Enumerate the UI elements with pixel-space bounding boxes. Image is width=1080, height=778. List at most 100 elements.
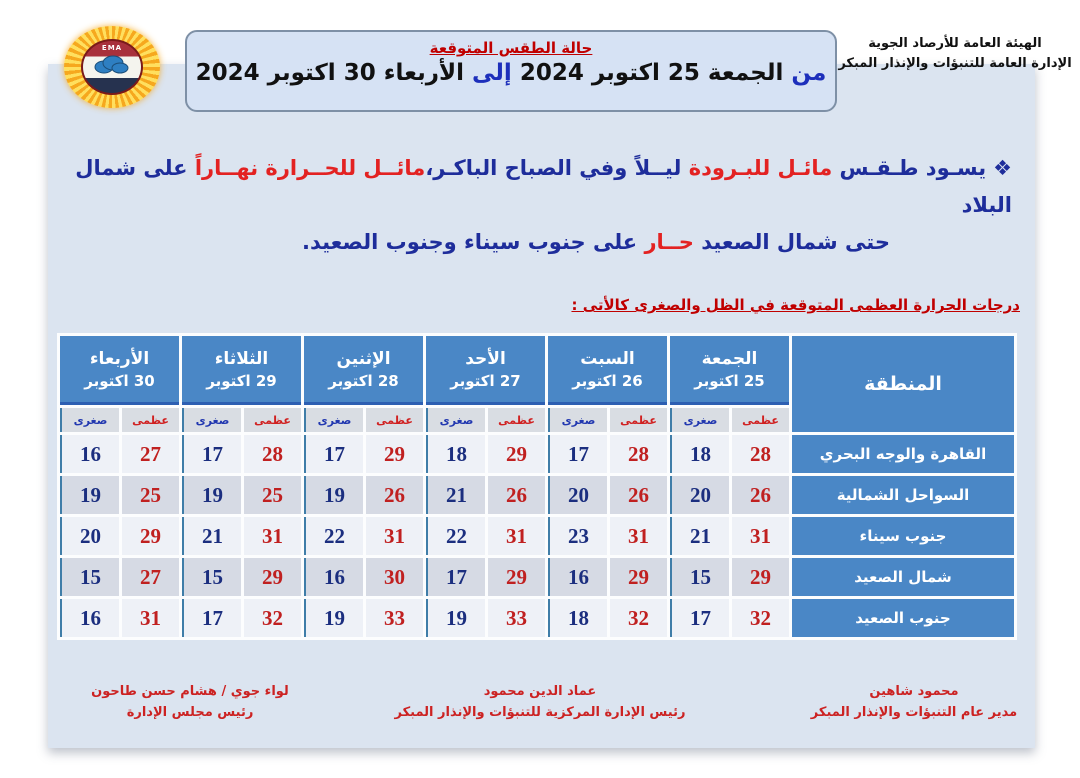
max-temp-cell: 29 (244, 558, 301, 596)
max-temp-cell: 28 (244, 435, 301, 473)
from-date: الجمعة 25 اكتوبر 2024 (519, 60, 784, 86)
notice-line2: حتى شمال الصعيد حــار على جنوب سيناء وجن… (60, 224, 1012, 261)
min-temp-cell: 17 (182, 435, 241, 473)
max-subheader: عظمى (732, 408, 789, 432)
max-temp-cell: 29 (122, 517, 179, 555)
org-line2: الإدارة العامة للتنبؤات والإنذار المبكر (838, 56, 1072, 72)
region-name-cell: شمال الصعيد (792, 558, 1014, 596)
min-temp-cell: 20 (60, 517, 119, 555)
day-header: الإثنين 28 اكتوبر (304, 336, 423, 405)
max-temp-cell: 26 (610, 476, 667, 514)
region-name-cell: جنوب سيناء (792, 517, 1014, 555)
weather-notice: ❖يسـود طـقـس مائـل للبـرودة ليــلاً وفي … (60, 150, 1012, 261)
min-temp-cell: 19 (304, 476, 363, 514)
notice-text-segment: مائــل للحــرارة نهــاراً (187, 156, 426, 180)
max-temp-cell: 33 (366, 599, 423, 637)
table-row: جنوب سيناء 31 21 31 23 31 22 31 22 31 21 29 20 (60, 517, 1014, 555)
day-header: الجمعة 25 اكتوبر (670, 336, 789, 405)
signature-name: عماد الدين محمود (483, 684, 597, 699)
max-temp-cell: 29 (610, 558, 667, 596)
day-date: 26 اكتوبر (572, 371, 643, 390)
ema-logo: EMA (64, 26, 160, 108)
org-line1: الهيئة العامة للأرصاد الجوية (868, 36, 1042, 51)
day-date: 29 اكتوبر (206, 371, 277, 390)
day-header: الأربعاء 30 اكتوبر (60, 336, 179, 405)
to-date: الأربعاء 30 اكتوبر 2024 (195, 60, 464, 86)
day-date: 25 اكتوبر (694, 371, 765, 390)
max-temp-cell: 29 (488, 558, 545, 596)
day-date: 28 اكتوبر (328, 371, 399, 390)
min-temp-cell: 16 (60, 599, 119, 637)
max-temp-cell: 25 (122, 476, 179, 514)
to-label: إلى (472, 60, 512, 86)
max-temp-cell: 28 (610, 435, 667, 473)
max-temp-cell: 26 (488, 476, 545, 514)
min-subheader: صغرى (182, 408, 241, 432)
max-temp-cell: 31 (610, 517, 667, 555)
min-subheader: صغرى (426, 408, 485, 432)
max-temp-cell: 27 (122, 558, 179, 596)
table-row: شمال الصعيد 29 15 29 16 29 17 30 16 29 15 27 15 (60, 558, 1014, 596)
min-temp-cell: 16 (548, 558, 607, 596)
notice-text-segment: ليــلاً وفي الصباح الباكـر، (425, 156, 682, 180)
min-subheader: صغرى (670, 408, 729, 432)
max-temp-cell: 29 (366, 435, 423, 473)
min-temp-cell: 17 (670, 599, 729, 637)
day-name: الثلاثاء (214, 348, 269, 369)
max-temp-cell: 26 (732, 476, 789, 514)
max-temp-cell: 28 (732, 435, 789, 473)
min-temp-cell: 17 (426, 558, 485, 596)
day-header: الثلاثاء 29 اكتوبر (182, 336, 301, 405)
min-temp-cell: 17 (304, 435, 363, 473)
max-subheader: عظمى (610, 408, 667, 432)
min-temp-cell: 19 (60, 476, 119, 514)
min-temp-cell: 23 (548, 517, 607, 555)
max-subheader: عظمى (488, 408, 545, 432)
day-header: السبت 26 اكتوبر (548, 336, 667, 405)
min-temp-cell: 21 (670, 517, 729, 555)
max-temp-cell: 31 (488, 517, 545, 555)
forecast-table-container: المنطقة الجمعة 25 اكتوبر السبت 26 اكتوبر الأح… (57, 333, 1017, 640)
min-temp-cell: 16 (304, 558, 363, 596)
min-temp-cell: 18 (548, 599, 607, 637)
min-subheader: صغرى (60, 408, 119, 432)
notice-text-segment: على جنوب سيناء وجنوب الصعيد. (302, 230, 638, 254)
signature-central-admin-head: عماد الدين محمود رئيس الإدارة المركزية ل… (382, 681, 698, 724)
signature-title: رئيس مجلس الإدارة (126, 705, 254, 721)
notice-text-segment: حتى شمال الصعيد (693, 230, 890, 254)
max-temp-cell: 32 (732, 599, 789, 637)
min-temp-cell: 21 (426, 476, 485, 514)
org-title: الهيئة العامة للأرصاد الجوية الإدارة الع… (836, 34, 1074, 74)
max-temp-cell: 32 (244, 599, 301, 637)
max-temp-cell: 31 (244, 517, 301, 555)
min-temp-cell: 15 (182, 558, 241, 596)
table-row: جنوب الصعيد 32 17 32 18 33 19 33 19 32 17 31 16 (60, 599, 1014, 637)
max-temp-cell: 26 (366, 476, 423, 514)
max-temp-cell: 30 (366, 558, 423, 596)
max-temp-cell: 29 (488, 435, 545, 473)
day-header: الأحد 27 اكتوبر (426, 336, 545, 405)
table-row: السواحل الشمالية 26 20 26 20 26 21 26 19 25 19 25 19 (60, 476, 1014, 514)
region-name-cell: جنوب الصعيد (792, 599, 1014, 637)
from-label: من (791, 60, 827, 86)
min-temp-cell: 22 (426, 517, 485, 555)
min-temp-cell: 19 (426, 599, 485, 637)
max-temp-cell: 32 (610, 599, 667, 637)
min-temp-cell: 17 (182, 599, 241, 637)
date-range: من الجمعة 25 اكتوبر 2024 إلى الأربعاء 30… (187, 60, 835, 86)
max-temp-cell: 27 (122, 435, 179, 473)
min-subheader: صغرى (548, 408, 607, 432)
min-temp-cell: 17 (548, 435, 607, 473)
min-temp-cell: 20 (670, 476, 729, 514)
notice-text-segment: يسـود طـقـس (832, 156, 987, 180)
forecast-table: المنطقة الجمعة 25 اكتوبر السبت 26 اكتوبر الأح… (57, 333, 1017, 640)
notice-text-segment: على شمال البلاد (75, 156, 1012, 217)
max-temp-cell: 31 (366, 517, 423, 555)
diamond-bullet-icon: ❖ (993, 156, 1012, 180)
header-box: حالة الطقس المتوقعة من الجمعة 25 اكتوبر … (185, 30, 837, 112)
region-name-cell: القاهرة والوجه البحري (792, 435, 1014, 473)
min-temp-cell: 16 (60, 435, 119, 473)
min-temp-cell: 19 (304, 599, 363, 637)
region-column-header: المنطقة (792, 336, 1014, 432)
